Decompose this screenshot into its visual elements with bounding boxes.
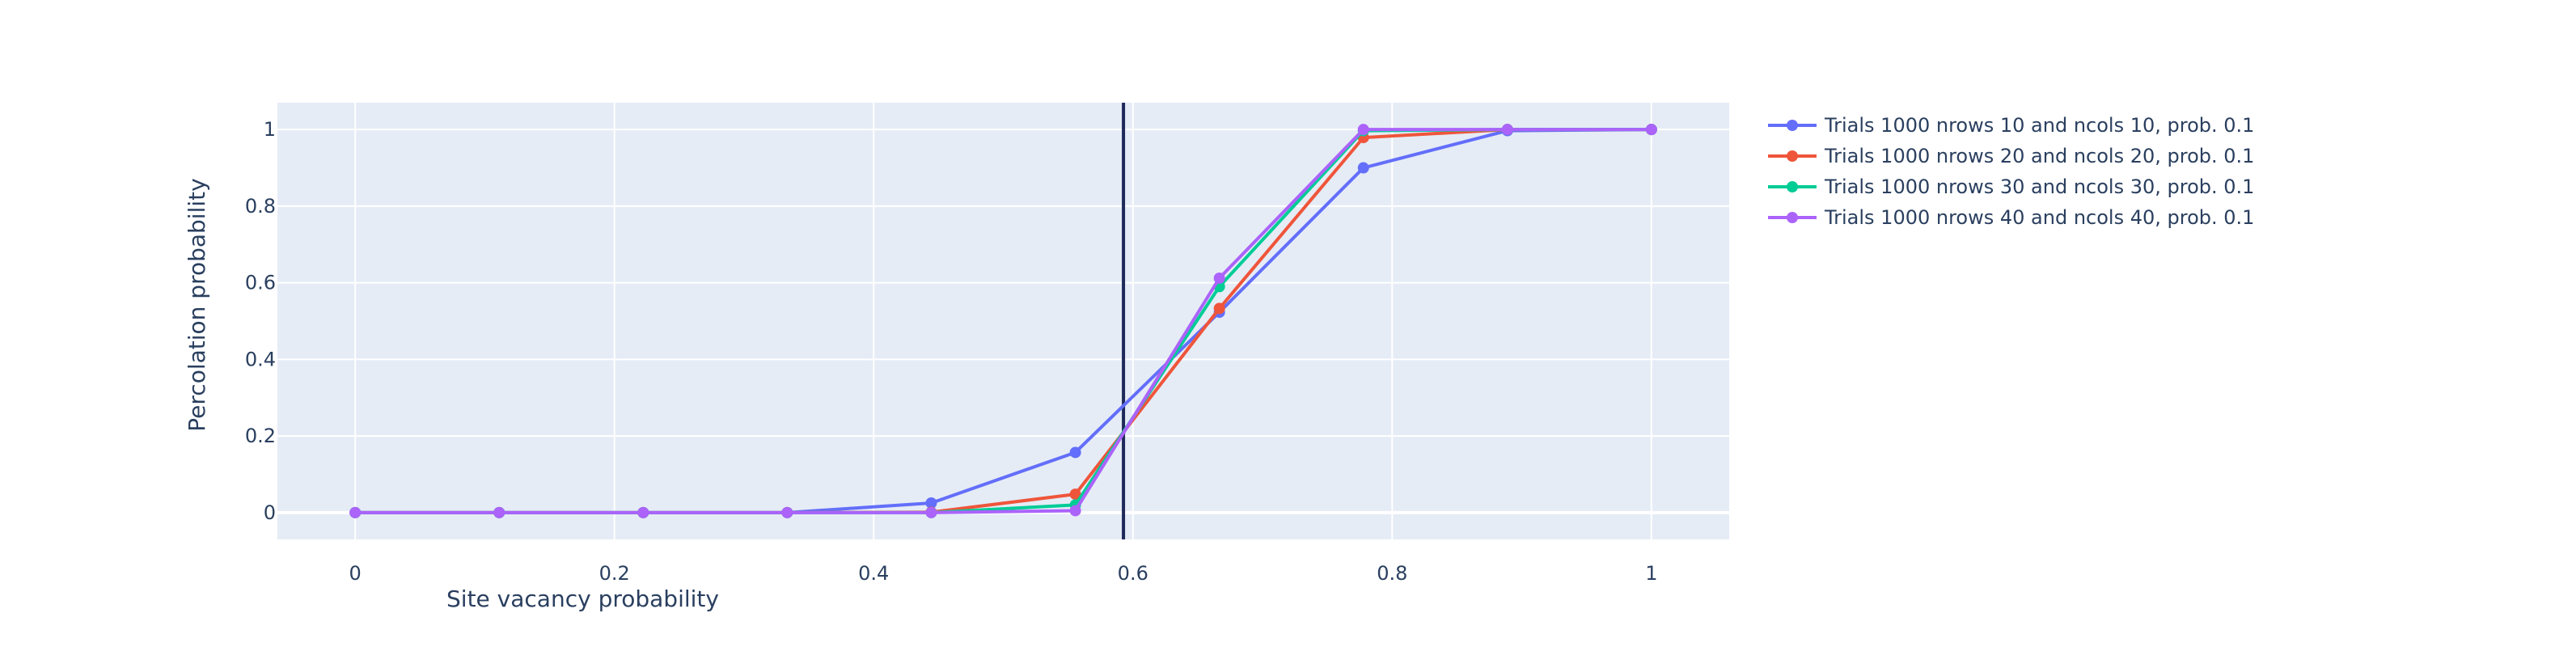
legend-swatch-marker bbox=[1787, 150, 1798, 162]
legend-item[interactable]: Trials 1000 nrows 30 and ncols 30, prob.… bbox=[1768, 175, 2254, 198]
y-axis-title: Percolation probability bbox=[184, 178, 210, 431]
data-point[interactable] bbox=[781, 506, 793, 518]
legend-item[interactable]: Trials 1000 nrows 10 and ncols 10, prob.… bbox=[1768, 114, 2254, 137]
y-tick-label: 0 bbox=[264, 501, 276, 524]
legend[interactable]: Trials 1000 nrows 10 and ncols 10, prob.… bbox=[1768, 114, 2254, 229]
x-axis-title: Site vacancy probability bbox=[446, 586, 719, 612]
x-tick-label: 0.8 bbox=[1377, 562, 1407, 585]
x-axis-ticks: 0 0.2 0.4 0.6 0.8 1 bbox=[349, 562, 1658, 585]
legend-label: Trials 1000 nrows 10 and ncols 10, prob.… bbox=[1824, 114, 2254, 137]
series-line[interactable] bbox=[355, 128, 1652, 514]
data-point[interactable] bbox=[925, 506, 937, 518]
y-tick-label: 0.4 bbox=[245, 348, 276, 370]
data-point[interactable] bbox=[1069, 488, 1081, 501]
x-tick-label: 0.4 bbox=[858, 562, 889, 585]
legend-swatch-marker bbox=[1787, 212, 1798, 223]
legend-item[interactable]: Trials 1000 nrows 40 and ncols 40, prob.… bbox=[1768, 206, 2254, 229]
x-tick-label: 0.6 bbox=[1118, 562, 1148, 585]
y-tick-label: 0.2 bbox=[245, 425, 276, 447]
data-point[interactable] bbox=[493, 506, 505, 518]
x-tick-label: 1 bbox=[1645, 562, 1657, 585]
y-tick-label: 1 bbox=[264, 118, 276, 141]
y-tick-label: 0.8 bbox=[245, 195, 276, 218]
data-point[interactable] bbox=[637, 506, 649, 518]
data-point[interactable] bbox=[1357, 124, 1369, 136]
x-tick-label: 0.2 bbox=[599, 562, 630, 585]
data-point[interactable] bbox=[349, 506, 362, 518]
data-point[interactable] bbox=[1213, 272, 1225, 284]
data-point[interactable] bbox=[1357, 162, 1369, 174]
legend-item[interactable]: Trials 1000 nrows 20 and ncols 20, prob.… bbox=[1768, 145, 2254, 167]
plot-background bbox=[277, 103, 1729, 539]
y-axis-ticks: 0 0.2 0.4 0.6 0.8 1 bbox=[245, 118, 276, 524]
series-lines bbox=[349, 124, 1657, 518]
data-point[interactable] bbox=[1213, 302, 1225, 315]
data-point[interactable] bbox=[1645, 124, 1657, 136]
data-point[interactable] bbox=[1069, 505, 1081, 517]
legend-swatch-marker bbox=[1787, 120, 1798, 131]
x-tick-label: 0 bbox=[349, 562, 362, 585]
data-point[interactable] bbox=[925, 497, 937, 509]
legend-label: Trials 1000 nrows 20 and ncols 20, prob.… bbox=[1824, 145, 2254, 167]
data-point[interactable] bbox=[1501, 124, 1513, 136]
y-tick-label: 0.6 bbox=[245, 272, 276, 294]
series-4[interactable] bbox=[349, 124, 1657, 518]
data-point[interactable] bbox=[1069, 446, 1081, 459]
legend-label: Trials 1000 nrows 30 and ncols 30, prob.… bbox=[1824, 175, 2254, 198]
legend-label: Trials 1000 nrows 40 and ncols 40, prob.… bbox=[1824, 206, 2254, 229]
legend-swatch-marker bbox=[1787, 181, 1798, 192]
